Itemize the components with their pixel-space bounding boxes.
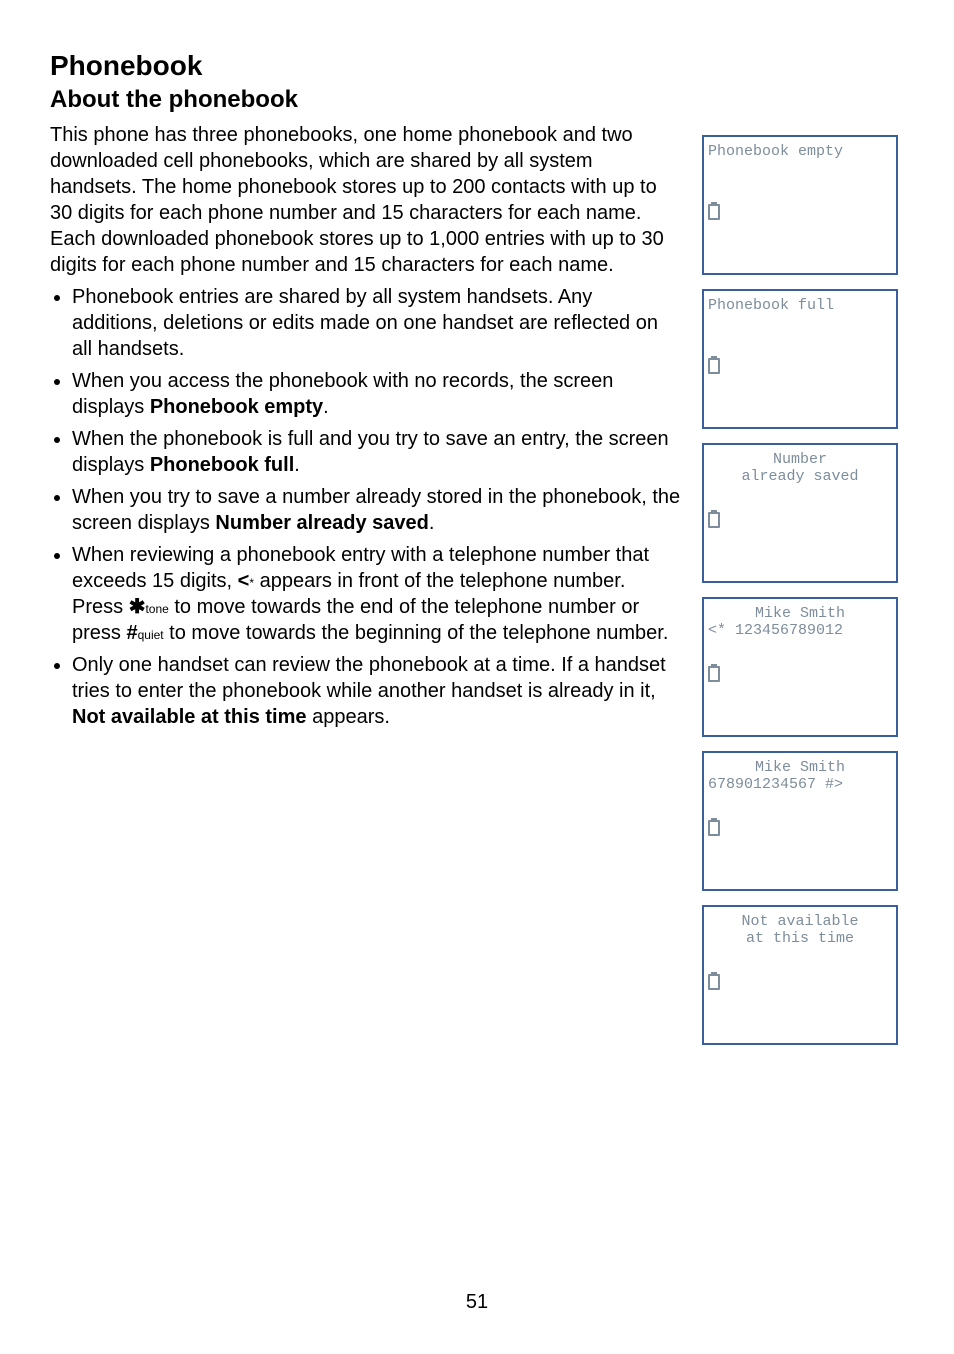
page-subtitle: About the phonebook — [50, 86, 682, 114]
page-number: 51 — [0, 1291, 954, 1314]
bullet-text: . — [323, 396, 329, 418]
battery-icon — [708, 510, 720, 528]
key-symbol: ✱ — [129, 596, 146, 618]
bullet-text: . — [429, 512, 435, 534]
bullet-text: appears. — [307, 706, 390, 728]
phone-screen-long-number-right: Mike Smith 678901234567 #> — [702, 751, 898, 891]
screen-line: <* 123456789012 — [708, 622, 892, 639]
bullet-text: Only one handset can review the phoneboo… — [72, 654, 666, 702]
screen-line: Number — [708, 451, 892, 468]
screen-line: Mike Smith — [708, 605, 892, 622]
bullet-list: Phonebook entries are shared by all syst… — [50, 284, 682, 730]
bullet-bold: Number already saved — [215, 512, 428, 534]
text-column: Phonebook About the phonebook This phone… — [50, 50, 702, 736]
bullet-item: When you access the phonebook with no re… — [72, 368, 682, 420]
screen-line: Mike Smith — [708, 759, 892, 776]
content-row: Phonebook About the phonebook This phone… — [50, 50, 904, 1059]
key-sub: quiet — [138, 628, 164, 642]
bullet-item: When reviewing a phonebook entry with a … — [72, 542, 682, 646]
bullet-text: . — [294, 454, 300, 476]
battery-icon — [708, 356, 720, 374]
battery-icon — [708, 202, 720, 220]
battery-icon — [708, 972, 720, 990]
battery-icon — [708, 818, 720, 836]
bullet-bold: Not available at this time — [72, 706, 307, 728]
phone-screen-empty: Phonebook empty — [702, 135, 898, 275]
bullet-item: Only one handset can review the phoneboo… — [72, 652, 682, 730]
screen-line: 678901234567 #> — [708, 776, 892, 793]
phone-screen-long-number-left: Mike Smith <* 123456789012 — [702, 597, 898, 737]
key-symbol: # — [126, 622, 137, 644]
bullet-item: Phonebook entries are shared by all syst… — [72, 284, 682, 362]
screen-line: already saved — [708, 468, 892, 485]
bullet-bold: Phonebook full — [150, 454, 294, 476]
page-title: Phonebook — [50, 50, 682, 82]
screen-line: Not available — [708, 913, 892, 930]
intro-paragraph: This phone has three phonebooks, one hom… — [50, 122, 682, 278]
screen-line: at this time — [708, 930, 892, 947]
bullet-bold: Phonebook empty — [150, 396, 323, 418]
screen-line: Phonebook full — [708, 297, 892, 314]
bullet-symbol: < — [238, 570, 250, 592]
bullet-text: to move towards the beginning of the tel… — [164, 622, 669, 644]
phone-screen-already-saved: Number already saved — [702, 443, 898, 583]
screens-column: Phonebook empty Phonebook full Number al… — [702, 50, 904, 1059]
screen-line: Phonebook empty — [708, 143, 892, 160]
bullet-item: When the phonebook is full and you try t… — [72, 426, 682, 478]
bullet-item: When you try to save a number already st… — [72, 484, 682, 536]
phone-screen-full: Phonebook full — [702, 289, 898, 429]
document-page: Phonebook About the phonebook This phone… — [0, 0, 954, 1354]
key-sub: tone — [145, 602, 168, 616]
battery-icon — [708, 664, 720, 682]
phone-screen-not-available: Not available at this time — [702, 905, 898, 1045]
